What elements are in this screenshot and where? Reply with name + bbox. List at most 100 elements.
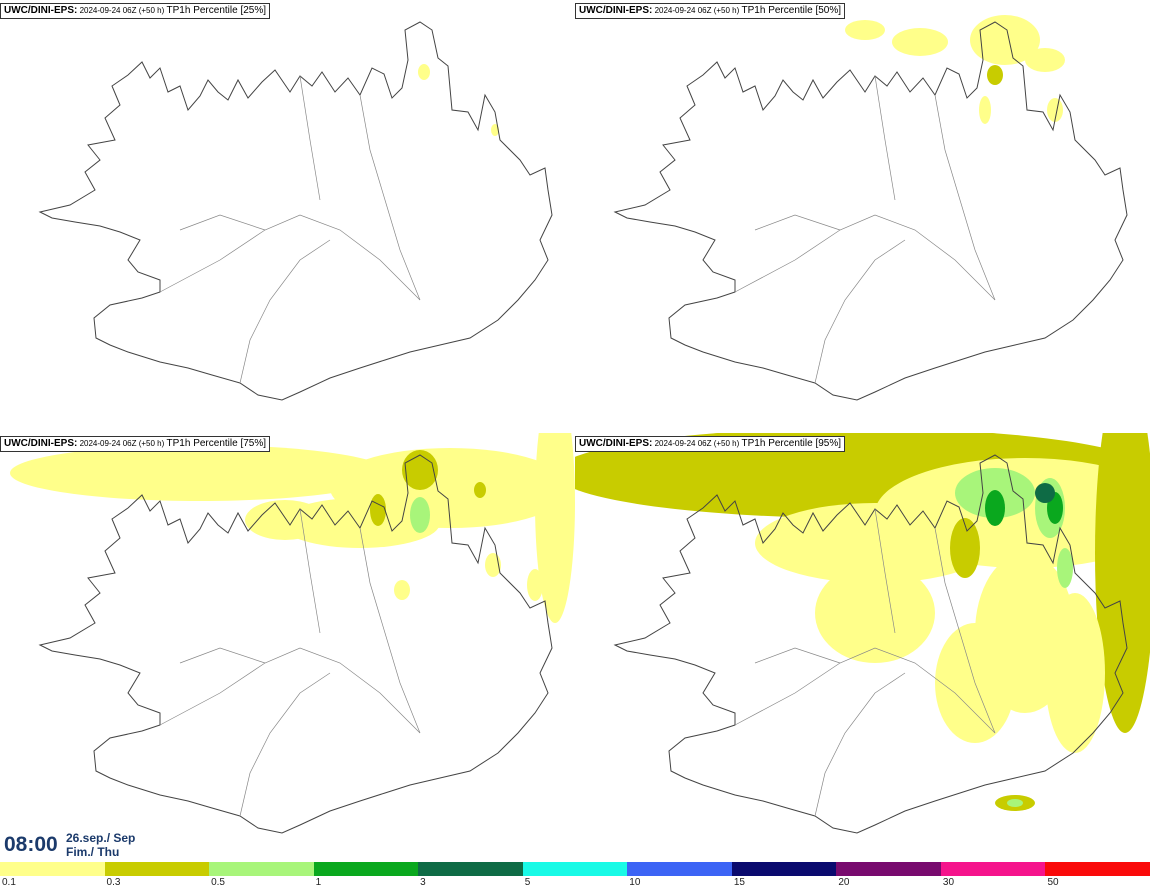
valid-date-line1: 26.sep./ Sep	[66, 831, 136, 845]
colorbar-tick-label: 3	[420, 877, 426, 888]
road-line	[934, 527, 996, 734]
road-line	[239, 672, 331, 817]
colorbar-tick-label: 15	[733, 877, 745, 888]
valid-time: 08:00	[4, 833, 58, 856]
colorbar-segment	[731, 862, 837, 876]
panel-title: UWC/DINI-EPS: 2024-09-24 06Z (+50 h) TP1…	[575, 436, 846, 452]
precip-area	[474, 482, 486, 498]
road-line	[299, 508, 321, 634]
colorbar-segment	[209, 862, 314, 876]
road-line	[179, 647, 266, 664]
field-name: TP1h Percentile [50%]	[741, 5, 842, 16]
iceland-map	[575, 433, 1150, 834]
precip-area	[394, 580, 410, 600]
coastline	[613, 454, 1128, 834]
precip-area	[1035, 483, 1055, 503]
colorbar-tick-label: 20	[838, 877, 850, 888]
precip-area	[418, 64, 430, 80]
colorbar-segment	[940, 862, 1046, 876]
precip-area	[1025, 48, 1065, 72]
road-line	[359, 94, 421, 301]
precip-area	[527, 569, 543, 601]
precip-area	[1097, 553, 1133, 633]
road-line	[814, 239, 906, 384]
precip-area	[987, 65, 1003, 85]
precip-area	[815, 563, 935, 663]
field-name: TP1h Percentile [75%]	[166, 438, 267, 449]
precip-area	[979, 96, 991, 124]
map-panel-1: UWC/DINI-EPS: 2024-09-24 06Z (+50 h) TP1…	[0, 0, 575, 429]
map-panel-2: UWC/DINI-EPS: 2024-09-24 06Z (+50 h) TP1…	[575, 0, 1150, 429]
precip-area	[491, 124, 499, 136]
road-line	[874, 508, 896, 634]
iceland-map	[38, 21, 553, 401]
road-line	[239, 239, 331, 384]
road-line	[934, 94, 996, 301]
precip-area	[370, 494, 386, 526]
model-name: UWC/DINI-EPS:	[4, 438, 78, 449]
iceland-map	[10, 433, 575, 834]
coastline	[38, 454, 553, 834]
field-name: TP1h Percentile [95%]	[741, 438, 842, 449]
coastline	[38, 21, 553, 401]
road-line	[734, 647, 996, 734]
precip-area	[1047, 98, 1063, 122]
road-line	[359, 527, 421, 734]
colorbar-ticks: 0.1 0.3 0.5 1 3 5 10 15 20 30 50	[0, 877, 1150, 891]
road-line	[874, 75, 896, 201]
colorbar-segment	[313, 862, 419, 876]
colorbar-segment	[0, 862, 105, 876]
run-time: 2024-09-24 06Z (+50 h)	[652, 6, 742, 15]
colorbar-tick-label: 0.1	[2, 877, 16, 888]
precip-area	[892, 28, 948, 56]
precipitation-colorbar	[0, 862, 1150, 876]
road-line	[299, 75, 321, 201]
road-line	[814, 672, 906, 817]
road-line	[159, 647, 421, 734]
precip-area	[280, 498, 440, 548]
valid-date-line2: Fim./ Thu	[66, 845, 120, 859]
model-name: UWC/DINI-EPS:	[579, 5, 653, 16]
precip-area	[10, 445, 390, 501]
colorbar-segment	[418, 862, 523, 876]
precip-area	[535, 433, 575, 623]
colorbar-segment	[522, 862, 628, 876]
panel-title: UWC/DINI-EPS: 2024-09-24 06Z (+50 h) TP1…	[0, 436, 271, 452]
colorbar-tick-label: 0.3	[106, 877, 121, 888]
run-time: 2024-09-24 06Z (+50 h)	[77, 439, 167, 448]
valid-time-box: 08:00 26.sep./ Sep Fim./ Thu	[0, 828, 140, 862]
map-panel-3: UWC/DINI-EPS: 2024-09-24 06Z (+50 h) TP1…	[0, 433, 575, 862]
iceland-map	[613, 15, 1128, 401]
colorbar-tick-label: 30	[942, 877, 955, 888]
precip-area	[950, 518, 980, 578]
panel-title: UWC/DINI-EPS: 2024-09-24 06Z (+50 h) TP1…	[575, 3, 846, 19]
colorbar-segment	[836, 862, 941, 876]
road-line	[754, 647, 841, 664]
precip-area	[410, 497, 430, 533]
run-time: 2024-09-24 06Z (+50 h)	[77, 6, 167, 15]
model-name: UWC/DINI-EPS:	[579, 438, 653, 449]
colorbar-tick-label: 0.5	[211, 877, 225, 888]
precip-area	[1057, 548, 1073, 588]
valid-date: 26.sep./ Sep Fim./ Thu	[66, 831, 135, 859]
run-time: 2024-09-24 06Z (+50 h)	[652, 439, 742, 448]
colorbar-tick-label: 5	[524, 877, 531, 888]
panel-title: UWC/DINI-EPS: 2024-09-24 06Z (+50 h) TP1…	[0, 3, 271, 19]
colorbar-segment	[104, 862, 210, 876]
road-line	[754, 214, 841, 231]
colorbar-tick-label: 10	[629, 877, 641, 888]
colorbar-tick-label: 50	[1047, 877, 1059, 888]
map-panel-4: UWC/DINI-EPS: 2024-09-24 06Z (+50 h) TP1…	[575, 433, 1150, 862]
field-name: TP1h Percentile [25%]	[166, 5, 267, 16]
road-line	[734, 214, 996, 301]
precip-area	[755, 503, 995, 583]
colorbar-segment	[627, 862, 732, 876]
road-line	[179, 214, 266, 231]
road-line	[159, 214, 421, 301]
precip-area	[970, 15, 1040, 65]
model-name: UWC/DINI-EPS:	[4, 5, 78, 16]
coastline	[613, 21, 1128, 401]
colorbar-tick-label: 1	[315, 877, 322, 888]
precip-area	[985, 490, 1005, 526]
precip-area	[1045, 593, 1105, 753]
